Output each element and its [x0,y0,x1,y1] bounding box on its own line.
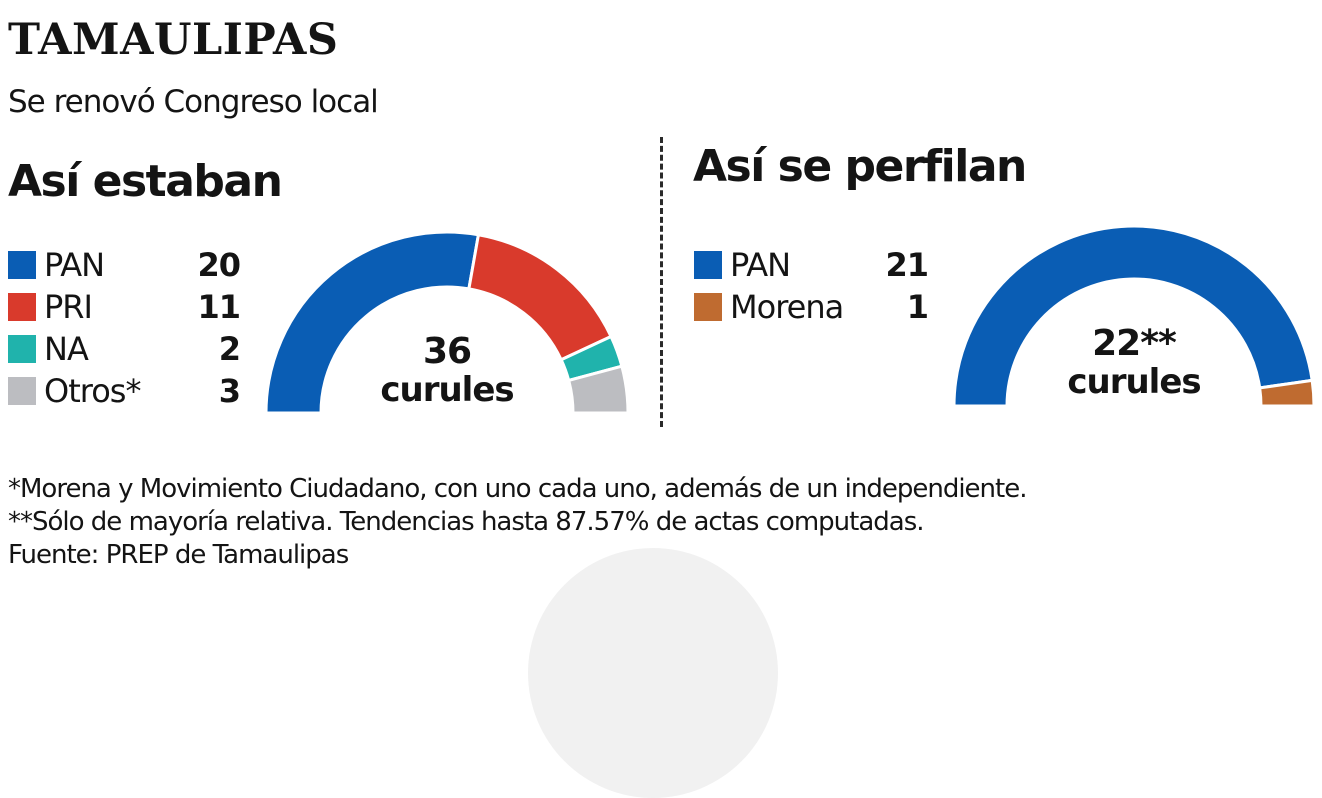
footnote-2: **Sólo de mayoría relativa. Tendencias h… [8,507,925,537]
arc-segment-otros [566,364,630,415]
before-unit: curules [380,370,514,410]
after-semicircle-chart [952,224,1316,408]
section-divider [660,137,663,427]
legend-value-pan: 21 [885,246,929,284]
after-unit: curules [1067,362,1201,402]
arc-segment-pan [952,224,1314,408]
before-semicircle-chart [264,230,630,415]
legend-value-pan: 20 [197,246,241,284]
pan-swatch-icon [8,251,36,279]
pan-swatch-icon [694,251,722,279]
legend-value-otros: 3 [218,372,241,410]
before-total: 36 [422,331,472,372]
legend-item-otros: Otros* [8,371,141,411]
footnote-1: *Morena y Movimiento Ciudadano, con uno … [8,474,1027,504]
morena-swatch-icon [694,293,722,321]
arc-segment-morena [1258,378,1316,408]
legend-label: NA [44,330,89,368]
before-center-label: 36 curules [367,331,527,410]
otros-swatch-icon [8,377,36,405]
legend-item-na: NA [8,329,89,369]
semicircle-charts [264,224,1316,415]
legend-item-morena: Morena [694,287,844,327]
legend-item-pan: PAN [694,245,791,285]
na-swatch-icon [8,335,36,363]
page-title: TAMAULIPAS [8,15,339,65]
legend-value-pri: 11 [197,288,241,326]
before-heading: Así estaban [8,156,283,207]
legend-label: PAN [730,246,791,284]
after-heading: Así se perfilan [693,141,1027,192]
after-center-label: 22** curules [1054,323,1214,402]
legend-item-pri: PRI [8,287,93,327]
legend-label: PAN [44,246,105,284]
legend-label: PRI [44,288,93,326]
footnotes: *Morena y Movimiento Ciudadano, con uno … [8,473,1027,572]
legend-value-na: 2 [218,330,241,368]
arc-segment-pan [264,230,481,415]
after-total: 22** [1092,323,1177,364]
source-note: Fuente: PREP de Tamaulipas [8,540,349,570]
legend-label: Morena [730,288,844,326]
legend-value-morena: 1 [906,288,929,326]
legend-label: Otros* [44,372,141,410]
legend-item-pan: PAN [8,245,105,285]
pri-swatch-icon [8,293,36,321]
page-subtitle: Se renovó Congreso local [8,84,379,120]
